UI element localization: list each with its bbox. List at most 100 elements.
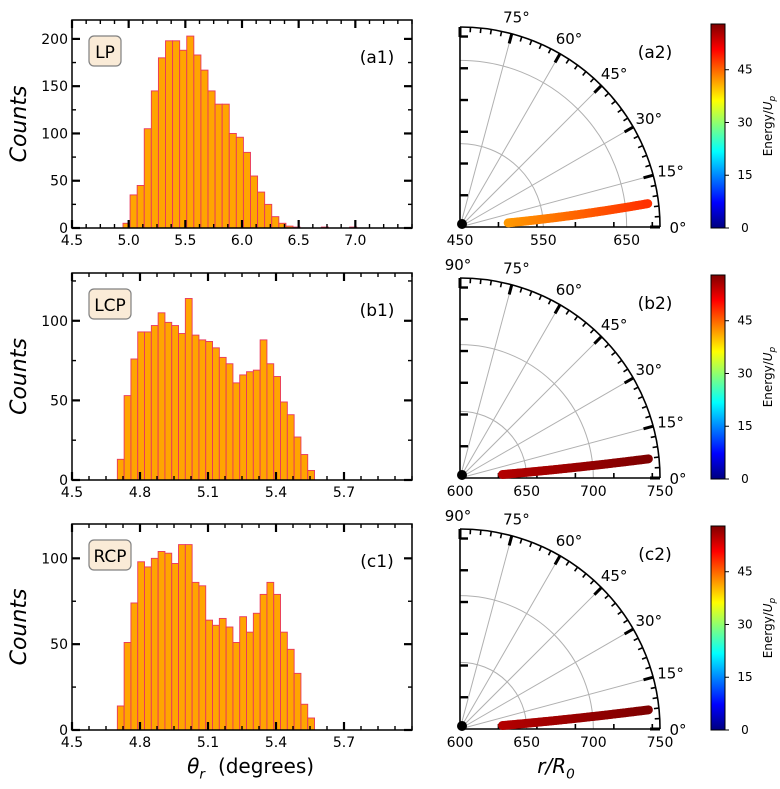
bar [259,593,268,731]
y-tick-label: 50 [50,174,68,190]
bar [293,672,302,731]
bar [143,128,152,229]
panel-label: (c1) [360,552,393,572]
angle-label: 75° [503,510,530,528]
y-axis-label: Counts [7,589,32,666]
bar [179,49,188,229]
colorbar-gradient [710,525,726,731]
angle-tick [489,280,493,286]
radius-tick-label: 650 [613,233,640,249]
angle-gridline [459,85,602,228]
bar [218,356,227,481]
colorbar-tick-label: 15 [737,168,752,182]
angle-tick [623,368,629,373]
angle-tick [538,43,543,50]
bar [137,331,145,481]
angle-tick [637,395,644,400]
bar [186,35,195,229]
angle-label: 0° [669,470,686,488]
panel-label: (a1) [360,48,395,68]
bar [273,376,281,481]
y-tick-label: 0 [59,723,68,739]
angle-label: 60° [556,30,583,48]
angle-tick [547,550,552,556]
bar [144,331,152,481]
angle-tick [645,164,651,168]
x-tick-label: 4.8 [129,485,151,501]
angle-tick [633,135,639,140]
bar [221,103,230,229]
bar [164,552,173,731]
bar [257,191,266,229]
radius-gridline [459,59,628,228]
radius-gridline [459,344,594,479]
angle-tick [652,445,658,449]
bar [123,395,132,481]
bar [225,363,234,481]
colorbar-label: Energy/Up [761,346,778,407]
angle-tick [617,610,623,616]
angle-tick [617,359,623,365]
y-tick-label: 100 [41,314,68,330]
angle-tick [650,435,656,439]
panel-label: (b2) [638,294,673,314]
angle-tick [499,533,503,539]
bar [293,436,302,481]
bar [218,617,227,731]
polarization-badge [88,35,122,67]
angle-tick [593,586,603,596]
colorbar-label: Energy/Up [761,597,778,658]
angle-tick [553,304,562,315]
histogram-c1: 4.5 4.8 5.1 5.4 5.7 0 50 100 RCP (c1) [41,523,413,751]
angle-tick [611,100,616,105]
bar [212,624,220,731]
angle-label: 90° [445,256,472,274]
panel-label: (b1) [360,301,395,321]
bar [178,544,186,731]
angle-tick [547,299,552,305]
bar [130,602,139,731]
angle-tick [507,284,514,295]
bar [266,581,275,731]
histogram-a1: 4.5 5.0 5.5 6.0 6.5 7.0 0 50 100 150 200 LP (a1) [41,19,413,249]
bar [307,717,315,731]
bar [165,40,174,229]
angle-tick [499,31,503,37]
angle-tick [650,184,656,188]
colorbar-tick-label: 0 [741,723,749,737]
angle-tick [633,386,639,391]
bar [157,551,166,731]
bar [273,593,281,731]
bar [150,90,159,229]
radius-tick-label: 600 [447,735,474,751]
angle-tick [489,531,493,537]
y-tick-label: 50 [50,637,68,653]
angle-tick [623,627,634,636]
bar [286,414,295,481]
bar [123,642,132,731]
angle-tick [565,560,570,566]
angle-label: 60° [556,281,583,299]
x-axis-label-right: r/R0 [537,754,575,783]
angle-label: 0° [669,219,686,237]
angle-tick [538,294,543,301]
x-tick-label: 5.4 [265,735,287,751]
angle-tick [529,290,533,297]
angle-tick [641,656,648,660]
angle-tick [653,456,659,459]
angle-tick [507,535,514,546]
radius-tick-label: 600 [447,484,474,500]
radius-tick-label: 650 [513,484,540,500]
angle-label: 90° [445,507,472,525]
y-tick-label: 100 [41,551,68,567]
x-axis-label-left: θr [187,754,206,783]
bar [250,175,259,229]
origin-marker [457,219,467,229]
colorbar-3: 0 15 30 45 Energy/Up [710,525,778,737]
angle-gridline [459,304,561,479]
bar [157,312,166,481]
bar [130,358,139,481]
colorbar-tick-label: 15 [737,670,752,684]
angle-tick [547,48,552,54]
angle-tick [589,328,595,334]
